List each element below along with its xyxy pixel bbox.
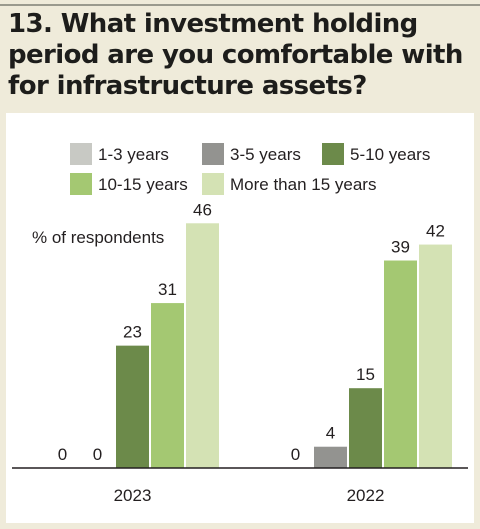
x-axis-ticks: 2023 2022 <box>114 486 385 505</box>
bar-2022-more-than-15-years <box>419 244 452 468</box>
data-label-2022-3-5-years: 4 <box>326 424 335 443</box>
chart-panel: 1-3 years 3-5 years 5-10 years 10-15 years M… <box>6 113 474 523</box>
bar-chart: 1-3 years 3-5 years 5-10 years 10-15 years M… <box>12 143 468 505</box>
data-label-2023-10-15-years: 31 <box>158 280 177 299</box>
legend-label-5-10-years: 5-10 years <box>350 145 430 164</box>
y-axis-label: % of respondents <box>32 228 164 247</box>
legend-label-more-than-15-years: More than 15 years <box>230 175 376 194</box>
legend-swatch-1-3-years <box>70 143 92 165</box>
data-label-2022-1-3-years: 0 <box>291 445 300 464</box>
legend-swatch-3-5-years <box>202 143 224 165</box>
x-tick-2022: 2022 <box>347 486 385 505</box>
bar-2022-5-10-years <box>349 388 382 468</box>
data-label-2022-10-15-years: 39 <box>391 238 410 257</box>
chart-title: 13. What investment holding period are y… <box>8 9 463 101</box>
chart-legend: 1-3 years 3-5 years 5-10 years 10-15 years M… <box>70 143 430 195</box>
x-tick-2023: 2023 <box>114 486 152 505</box>
bar-2022-10-15-years <box>384 260 417 468</box>
legend-label-1-3-years: 1-3 years <box>98 145 169 164</box>
data-label-2022-5-10-years: 15 <box>356 365 375 384</box>
legend-swatch-more-than-15-years <box>202 173 224 195</box>
bar-2023-10-15-years <box>151 303 184 468</box>
bars: 0 0 23 31 46 0 4 15 39 42 <box>58 200 452 468</box>
legend-label-10-15-years: 10-15 years <box>98 175 188 194</box>
bar-2023-5-10-years <box>116 345 149 468</box>
data-label-2023-5-10-years: 23 <box>123 323 142 342</box>
legend-swatch-5-10-years <box>322 143 344 165</box>
data-label-2023-1-3-years: 0 <box>58 445 67 464</box>
top-rule <box>0 4 480 6</box>
data-label-2023-3-5-years: 0 <box>93 445 102 464</box>
data-label-2023-more-than-15-years: 46 <box>193 200 212 219</box>
legend-label-3-5-years: 3-5 years <box>230 145 301 164</box>
legend-swatch-10-15-years <box>70 173 92 195</box>
bar-2022-3-5-years <box>314 446 347 468</box>
data-label-2022-more-than-15-years: 42 <box>426 222 445 241</box>
bar-2023-more-than-15-years <box>186 223 219 468</box>
